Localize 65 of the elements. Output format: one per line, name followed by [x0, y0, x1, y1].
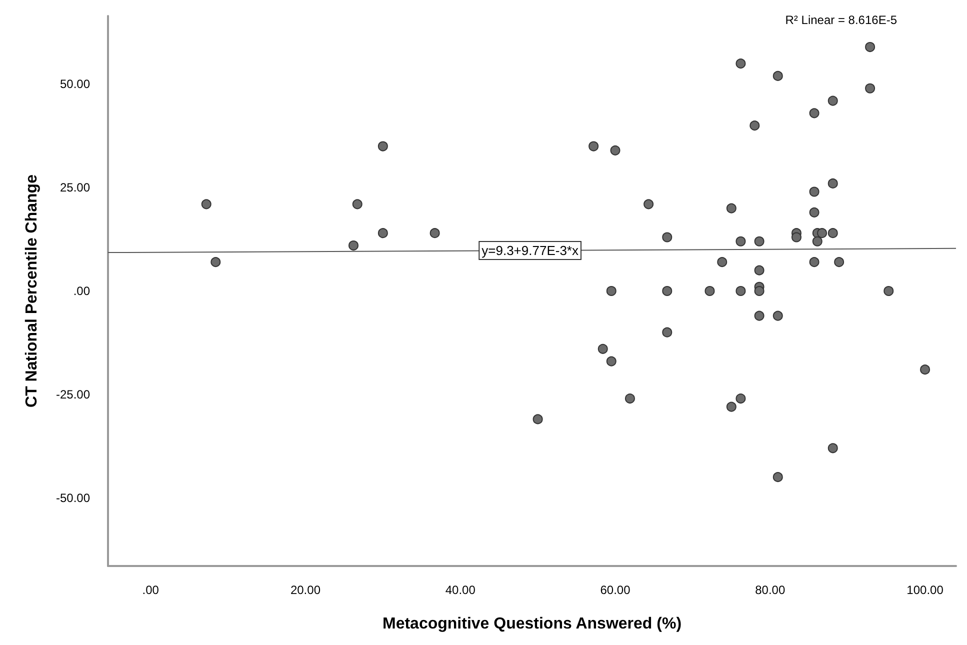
- point: [352, 199, 362, 210]
- point: [588, 141, 599, 152]
- point: [828, 443, 838, 454]
- point: [828, 228, 838, 238]
- point: [662, 327, 672, 338]
- point: [754, 310, 764, 321]
- x-tick-label: 20.00: [290, 583, 321, 597]
- point: [201, 199, 212, 210]
- point: [348, 240, 358, 251]
- point: [662, 286, 672, 296]
- point: [809, 108, 820, 118]
- x-tick-label: 80.00: [755, 583, 786, 597]
- point: [834, 257, 844, 268]
- x-axis-title: Metacognitive Questions Answered (%): [382, 616, 682, 632]
- point: [736, 58, 746, 69]
- point: [717, 257, 728, 268]
- point: [532, 414, 543, 424]
- point: [736, 394, 746, 404]
- point: [662, 232, 672, 242]
- y-axis-title: CT National Percentile Change: [24, 174, 40, 408]
- point: [809, 186, 820, 197]
- point: [624, 394, 635, 404]
- point: [828, 178, 838, 188]
- point: [865, 83, 876, 94]
- point: [736, 286, 746, 296]
- point: [210, 257, 221, 268]
- point: [754, 286, 764, 296]
- point: [865, 42, 876, 52]
- point: [644, 199, 654, 210]
- point: [772, 70, 783, 81]
- point: [812, 236, 822, 246]
- point: [754, 265, 764, 276]
- annotation: R² Linear = 8.616E-5: [785, 13, 898, 27]
- point: [430, 228, 440, 238]
- point: [750, 120, 760, 131]
- y-tick-label: 25.00: [60, 180, 90, 195]
- y-tick-label: 50.00: [60, 77, 90, 92]
- point: [378, 141, 388, 152]
- point: [920, 364, 930, 375]
- x-tick-label: 100.00: [906, 583, 944, 597]
- point: [772, 472, 783, 482]
- point: [726, 203, 736, 214]
- point: [772, 310, 783, 321]
- y-tick-label: -25.00: [56, 387, 90, 402]
- point: [828, 96, 838, 106]
- point: [884, 286, 894, 296]
- point: [736, 236, 746, 246]
- point: [809, 207, 820, 218]
- x-tick-label: 60.00: [600, 583, 631, 597]
- point: [704, 286, 715, 296]
- point: [754, 236, 764, 246]
- point: [606, 286, 616, 296]
- x-tick-label: .00: [142, 583, 160, 597]
- point: [817, 228, 828, 238]
- point: [606, 356, 616, 366]
- point: [809, 257, 820, 268]
- y-tick-label: -50.00: [56, 490, 90, 505]
- point: [598, 344, 608, 354]
- y-tick-label: .00: [73, 284, 90, 298]
- point: [791, 232, 802, 242]
- point: [378, 228, 388, 238]
- x-tick-label: 40.00: [445, 583, 476, 597]
- point: [726, 402, 736, 412]
- point: [610, 145, 620, 156]
- annotation: y=9.3+9.77E-3*x: [482, 243, 579, 258]
